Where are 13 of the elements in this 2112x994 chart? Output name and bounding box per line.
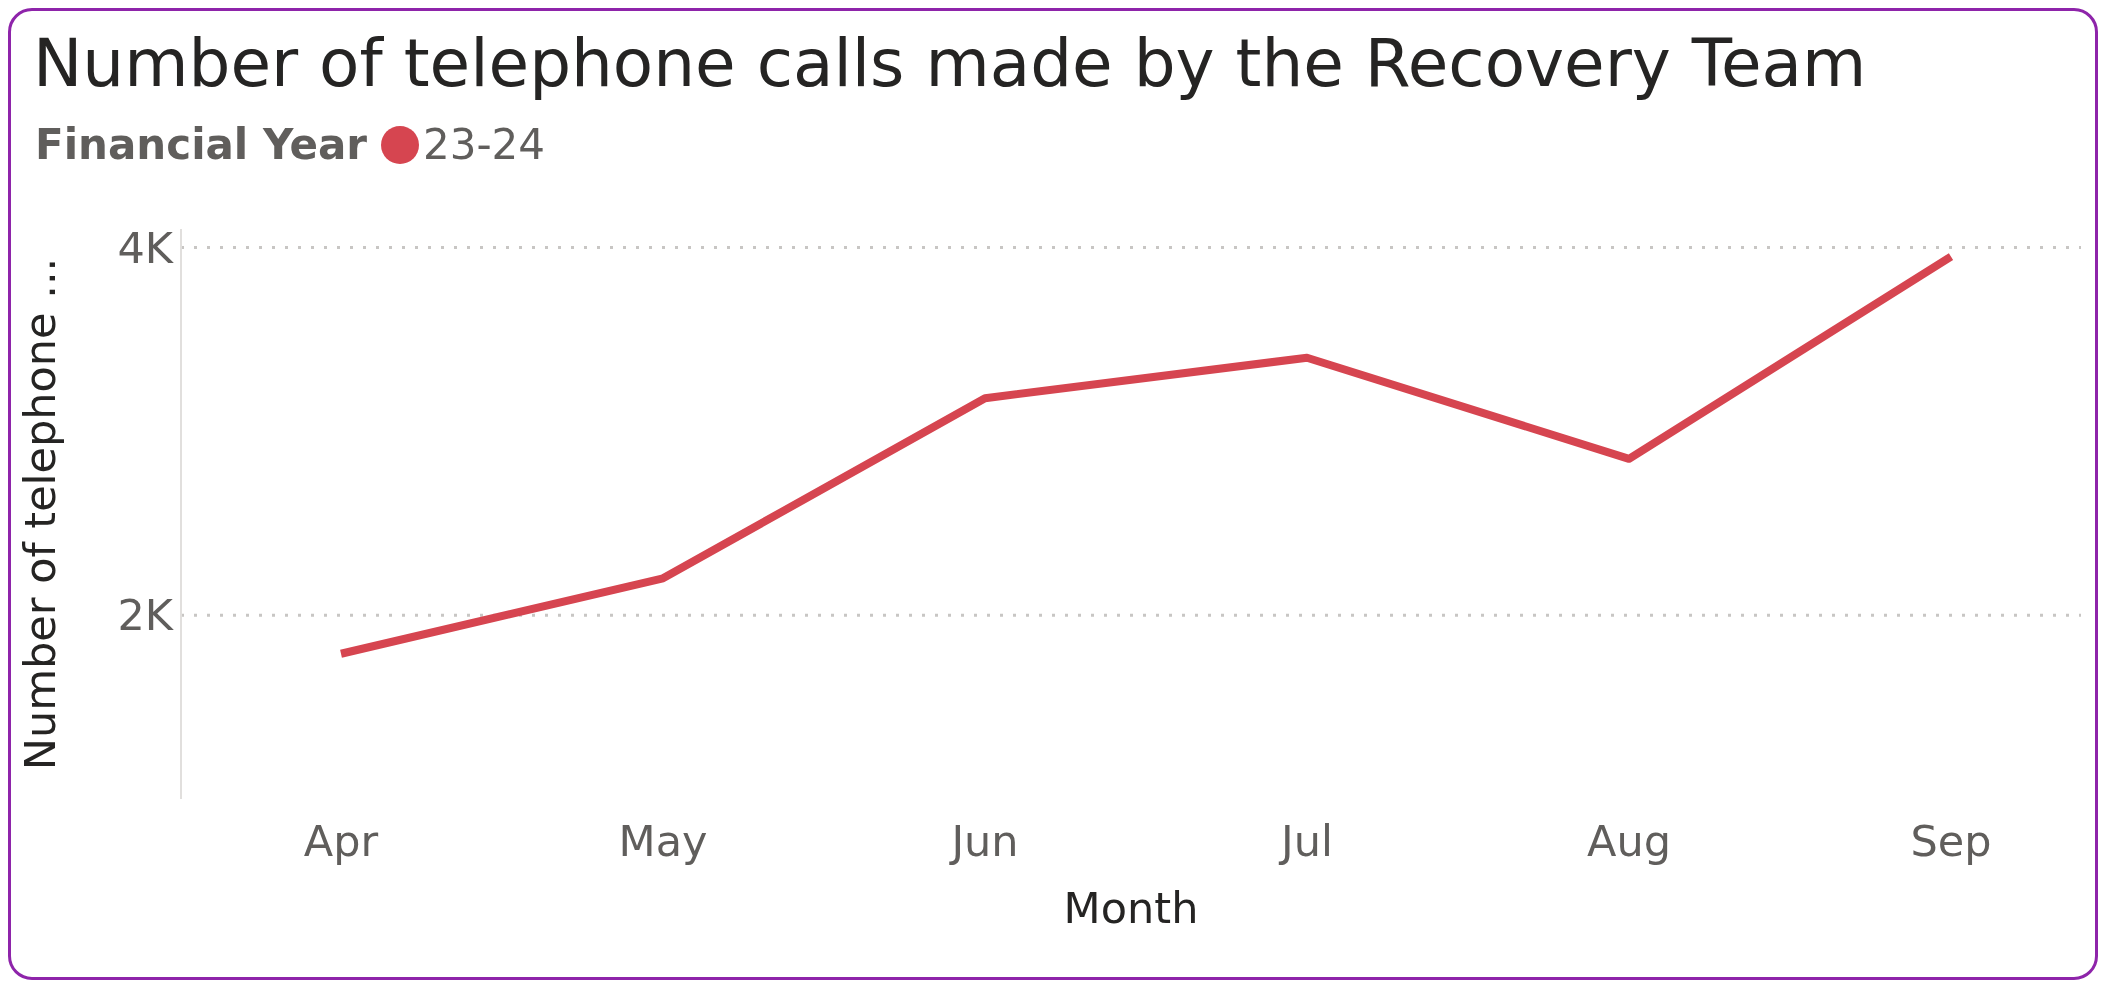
x-tick-label: Apr <box>303 815 379 866</box>
x-tick-label: Sep <box>1910 815 1992 866</box>
y-tick-label: 4K <box>117 222 175 273</box>
x-tick-label: May <box>618 815 708 866</box>
legend-label: 23-24 <box>422 120 546 169</box>
chart-title: Number of telephone calls made by the Recovery Team <box>33 25 1868 102</box>
x-tick-label: Jul <box>1278 815 1333 866</box>
x-tick-label: Jun <box>948 815 1019 866</box>
y-axis-title: Number of telephone ... <box>15 257 66 771</box>
x-tick-label: Aug <box>1587 815 1671 866</box>
x-axis-title: Month <box>1063 883 1199 933</box>
legend-title: Financial Year <box>35 120 367 169</box>
y-tick-label: 2K <box>117 590 175 641</box>
